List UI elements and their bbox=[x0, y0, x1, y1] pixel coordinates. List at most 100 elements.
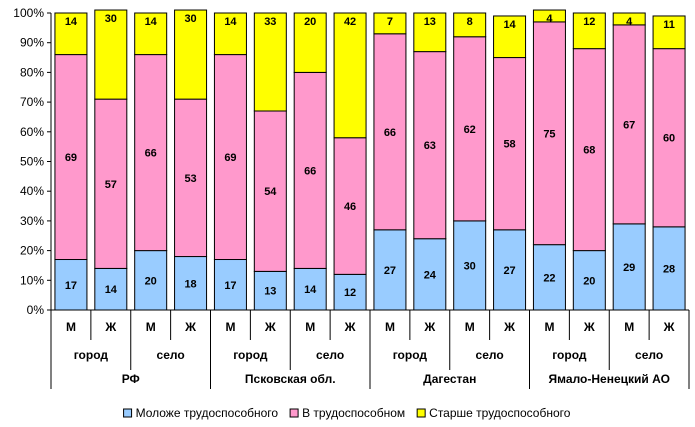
category-label: Ж bbox=[344, 320, 356, 334]
data-label: 30 bbox=[105, 13, 117, 25]
bar-segment bbox=[333, 137, 367, 275]
legend-label: В трудоспособном bbox=[302, 406, 405, 420]
bar-segment bbox=[94, 267, 128, 311]
category-label: М bbox=[305, 320, 315, 334]
bar-segment bbox=[612, 12, 646, 26]
y-tick-label: 40% bbox=[20, 184, 44, 198]
category-label: М bbox=[385, 320, 395, 334]
bar-segment bbox=[413, 238, 447, 311]
category-label: Ж bbox=[423, 320, 435, 334]
subgroup-label: город bbox=[233, 348, 268, 362]
subgroup-label: село bbox=[635, 348, 663, 362]
data-label: 22 bbox=[543, 272, 555, 284]
legend-swatch bbox=[123, 408, 133, 418]
category-label: Ж bbox=[184, 320, 196, 334]
data-label: 14 bbox=[145, 16, 158, 28]
data-label: 13 bbox=[264, 286, 276, 298]
bar-segment bbox=[213, 12, 247, 56]
bar-segment bbox=[54, 259, 88, 311]
data-label: 42 bbox=[344, 16, 356, 28]
y-tick-label: 10% bbox=[20, 273, 44, 287]
bar-segment bbox=[453, 12, 487, 38]
data-label: 58 bbox=[503, 139, 515, 151]
y-tick-label: 60% bbox=[20, 125, 44, 139]
data-label: 12 bbox=[344, 287, 356, 299]
data-label: 69 bbox=[224, 152, 236, 164]
bar-segment bbox=[453, 220, 487, 311]
legend-label: Старше трудоспособного bbox=[429, 406, 571, 420]
bar-segment bbox=[532, 244, 566, 311]
data-label: 11 bbox=[663, 19, 675, 31]
subgroup-label: село bbox=[316, 348, 344, 362]
legend-swatch bbox=[416, 408, 426, 418]
bar-segment bbox=[493, 15, 527, 59]
category-label: Ж bbox=[583, 320, 595, 334]
data-label: 75 bbox=[543, 128, 555, 140]
bar-segment bbox=[333, 12, 367, 139]
data-label: 57 bbox=[105, 179, 117, 191]
bar-segment bbox=[174, 256, 208, 311]
data-label: 7 bbox=[387, 16, 393, 28]
data-label: 17 bbox=[224, 280, 236, 292]
bar-segment bbox=[253, 270, 287, 311]
legend-label: Моложе трудоспособного bbox=[136, 406, 279, 420]
bar-segment bbox=[253, 12, 287, 112]
data-label: 13 bbox=[424, 16, 436, 28]
data-label: 8 bbox=[467, 16, 473, 28]
bar-segment bbox=[54, 54, 88, 261]
data-label: 24 bbox=[424, 269, 437, 281]
bar-segment bbox=[293, 267, 327, 311]
data-label: 14 bbox=[105, 284, 118, 296]
data-label: 63 bbox=[424, 140, 436, 152]
bar-segment bbox=[532, 9, 566, 23]
category-label: М bbox=[544, 320, 554, 334]
data-label: 33 bbox=[264, 16, 276, 28]
y-tick-label: 50% bbox=[20, 155, 44, 169]
data-label: 4 bbox=[546, 13, 553, 25]
subgroup-label: село bbox=[476, 348, 504, 362]
data-label: 14 bbox=[65, 16, 78, 28]
category-label: М bbox=[624, 320, 634, 334]
data-label: 46 bbox=[344, 201, 356, 213]
data-label: 17 bbox=[65, 280, 77, 292]
subgroup-label: город bbox=[393, 348, 428, 362]
data-label: 60 bbox=[663, 133, 675, 145]
data-label: 30 bbox=[464, 260, 476, 272]
data-label: 20 bbox=[304, 16, 316, 28]
category-label: Ж bbox=[503, 320, 515, 334]
bar-segment bbox=[532, 21, 566, 246]
bar-segment bbox=[612, 24, 646, 225]
y-tick-label: 100% bbox=[13, 6, 44, 20]
bar-segment bbox=[572, 12, 606, 50]
data-label: 18 bbox=[184, 278, 196, 290]
data-label: 14 bbox=[503, 19, 516, 31]
data-label: 27 bbox=[384, 265, 396, 277]
data-label: 4 bbox=[626, 16, 633, 28]
data-label: 29 bbox=[623, 262, 635, 274]
data-label: 69 bbox=[65, 152, 77, 164]
data-label: 66 bbox=[304, 165, 316, 177]
subgroup-label: город bbox=[552, 348, 587, 362]
bar-segment bbox=[493, 57, 527, 231]
y-tick-label: 20% bbox=[20, 244, 44, 258]
y-tick-label: 30% bbox=[20, 214, 44, 228]
category-label: М bbox=[146, 320, 156, 334]
bar-segment bbox=[174, 9, 208, 100]
data-label: 67 bbox=[623, 119, 635, 131]
category-label: М bbox=[465, 320, 475, 334]
bar-segment bbox=[373, 12, 407, 35]
data-label: 14 bbox=[304, 284, 317, 296]
y-tick-label: 80% bbox=[20, 65, 44, 79]
bar-segment bbox=[652, 15, 686, 50]
y-tick-label: 90% bbox=[20, 36, 44, 50]
data-label: 12 bbox=[583, 16, 595, 28]
bar-segment bbox=[94, 98, 128, 269]
bar-segment bbox=[94, 9, 128, 100]
data-label: 68 bbox=[583, 145, 595, 157]
data-label: 20 bbox=[583, 275, 595, 287]
bar-segment bbox=[293, 71, 327, 269]
data-label: 28 bbox=[663, 263, 675, 275]
bar-segment bbox=[253, 110, 287, 272]
subgroup-label: село bbox=[157, 348, 185, 362]
